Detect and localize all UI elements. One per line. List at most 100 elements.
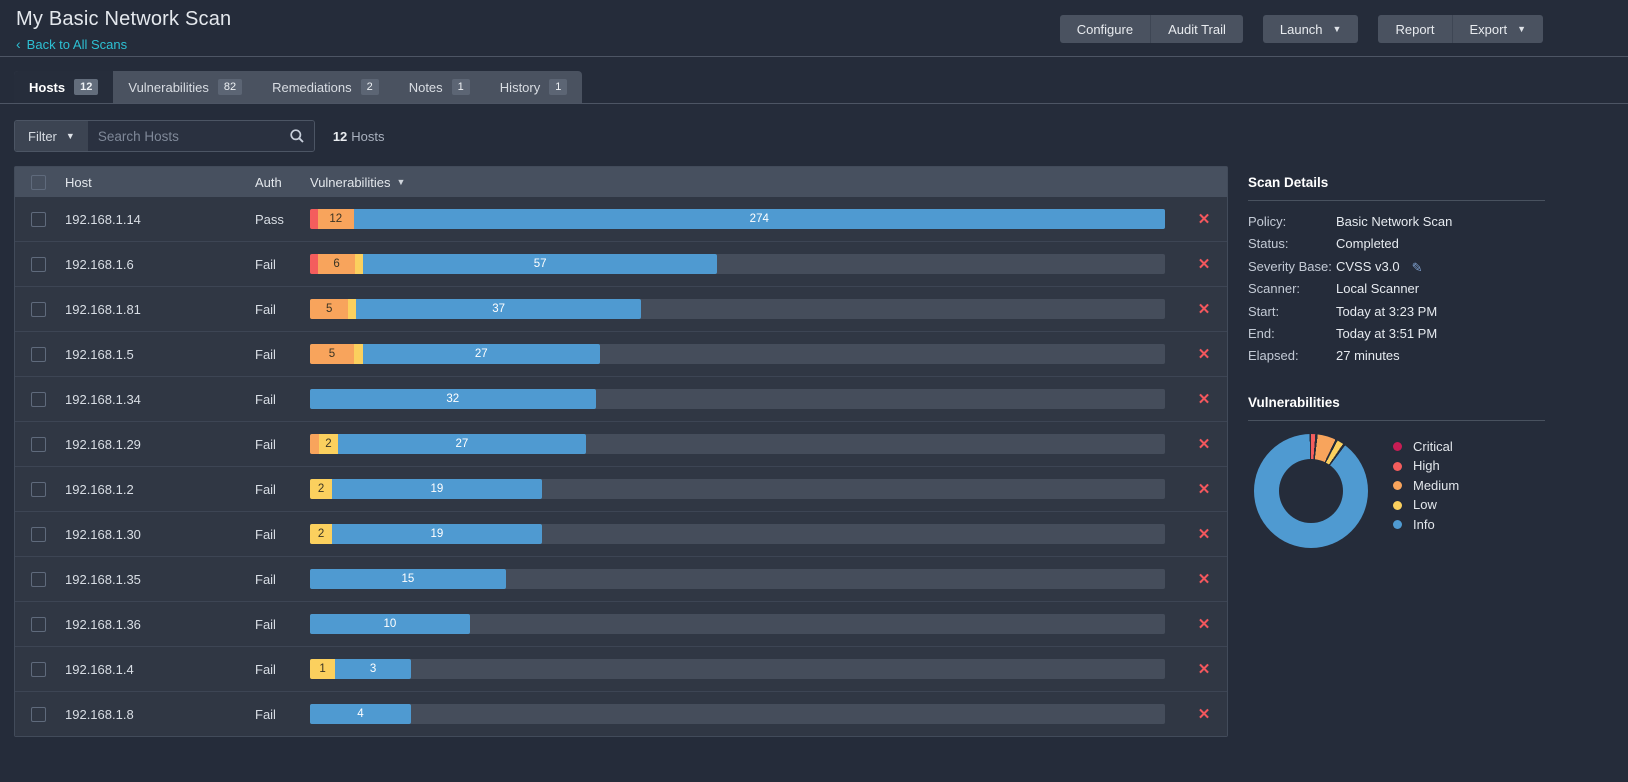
search-input[interactable] — [87, 128, 289, 144]
row-checkbox[interactable] — [31, 571, 46, 587]
delete-host-button[interactable]: ✕ — [1197, 705, 1211, 723]
back-to-all-scans-link[interactable]: ‹ Back to All Scans — [16, 37, 127, 52]
tab-label: History — [499, 79, 541, 95]
bar-segment-low — [353, 344, 363, 364]
vulnerability-bar[interactable]: 2 27 — [310, 434, 1165, 454]
table-row[interactable]: 192.168.1.36 Fail 10 ✕ — [15, 601, 1227, 646]
host-cell[interactable]: 192.168.1.14 — [65, 211, 141, 227]
host-cell[interactable]: 192.168.1.8 — [65, 706, 134, 722]
table-row[interactable]: 192.168.1.5 Fail 5 27 ✕ — [15, 331, 1227, 376]
vulnerability-bar[interactable]: 6 57 — [310, 254, 1165, 274]
delete-host-button[interactable]: ✕ — [1197, 345, 1211, 363]
chevron-down-icon: ▼ — [1332, 24, 1342, 34]
delete-host-button[interactable]: ✕ — [1197, 390, 1211, 408]
tab-remediations[interactable]: Remediations 2 — [257, 71, 394, 103]
auth-cell: Pass — [255, 211, 284, 227]
row-checkbox[interactable] — [31, 256, 46, 272]
vulnerability-bar[interactable]: 2 19 — [310, 479, 1165, 499]
row-checkbox[interactable] — [31, 436, 46, 452]
bar-segment-info: 19 — [332, 524, 542, 544]
vulnerability-bar[interactable]: 15 — [310, 569, 1165, 589]
detail-value: 27 minutes — [1336, 348, 1400, 364]
table-row[interactable]: 192.168.1.2 Fail 2 19 ✕ — [15, 466, 1227, 511]
table-row[interactable]: 192.168.1.30 Fail 2 19 ✕ — [15, 511, 1227, 556]
audit-trail-button[interactable]: Audit Trail — [1150, 15, 1243, 43]
tab-vulnerabilities[interactable]: Vulnerabilities 82 — [113, 71, 257, 103]
scan-detail-row: Scanner: Local Scanner — [1248, 278, 1545, 300]
details-sidebar: Scan Details Policy: Basic Network Scan St… — [1248, 166, 1545, 548]
host-cell[interactable]: 192.168.1.6 — [65, 256, 134, 272]
column-header-auth[interactable]: Auth — [255, 174, 282, 190]
tab-notes[interactable]: Notes 1 — [394, 71, 485, 103]
row-checkbox[interactable] — [31, 346, 46, 362]
header-actions: Configure Audit Trail Launch ▼ Report Ex… — [1059, 15, 1543, 43]
row-checkbox[interactable] — [31, 616, 46, 632]
vulnerability-bar-fill: 2 19 — [310, 479, 542, 499]
vulnerability-bar[interactable]: 10 — [310, 614, 1165, 634]
vulnerability-bar[interactable]: 2 19 — [310, 524, 1165, 544]
table-row[interactable]: 192.168.1.6 Fail 6 57 ✕ — [15, 241, 1227, 286]
row-checkbox[interactable] — [31, 301, 46, 317]
table-row[interactable]: 192.168.1.81 Fail 5 37 ✕ — [15, 286, 1227, 331]
host-cell[interactable]: 192.168.1.35 — [65, 571, 141, 587]
configure-button[interactable]: Configure — [1059, 15, 1151, 43]
table-row[interactable]: 192.168.1.14 Pass 12 274 ✕ — [15, 197, 1227, 241]
row-checkbox[interactable] — [31, 391, 46, 407]
delete-host-button[interactable]: ✕ — [1197, 525, 1211, 543]
table-row[interactable]: 192.168.1.8 Fail 4 ✕ — [15, 691, 1227, 736]
vulnerability-bar[interactable]: 5 37 — [310, 299, 1165, 319]
host-cell[interactable]: 192.168.1.2 — [65, 481, 134, 497]
edit-pencil-icon[interactable]: ✎ — [1411, 259, 1423, 275]
hosts-table: Host Auth Vulnerabilities ▼ 192.168.1.14… — [14, 166, 1228, 737]
delete-host-button[interactable]: ✕ — [1197, 255, 1211, 273]
scan-detail-row: Policy: Basic Network Scan — [1248, 211, 1545, 233]
legend-item-critical: Critical — [1393, 437, 1459, 457]
vulnerability-bar[interactable]: 32 — [310, 389, 1165, 409]
host-cell[interactable]: 192.168.1.36 — [65, 616, 141, 632]
auth-cell: Fail — [255, 301, 276, 317]
vulnerability-bar[interactable]: 12 274 — [310, 209, 1165, 229]
row-checkbox[interactable] — [31, 211, 46, 227]
row-checkbox[interactable] — [31, 661, 46, 677]
vulnerability-bar[interactable]: 5 27 — [310, 344, 1165, 364]
bar-segment-info: 27 — [362, 344, 600, 364]
host-cell[interactable]: 192.168.1.34 — [65, 391, 141, 407]
scan-detail-row: Status: Completed — [1248, 233, 1545, 255]
host-cell[interactable]: 192.168.1.4 — [65, 661, 134, 677]
delete-host-button[interactable]: ✕ — [1197, 615, 1211, 633]
column-header-vulnerabilities[interactable]: Vulnerabilities ▼ — [310, 174, 406, 190]
launch-button[interactable]: Launch ▼ — [1262, 15, 1359, 43]
delete-host-button[interactable]: ✕ — [1197, 480, 1211, 498]
table-row[interactable]: 192.168.1.29 Fail 2 27 ✕ — [15, 421, 1227, 466]
bar-segment-info: 37 — [356, 299, 641, 319]
bar-segment-high — [310, 254, 318, 274]
vulnerability-bar-fill: 4 — [310, 704, 411, 724]
delete-host-button[interactable]: ✕ — [1197, 210, 1211, 228]
table-row[interactable]: 192.168.1.4 Fail 1 3 ✕ — [15, 646, 1227, 691]
host-cell[interactable]: 192.168.1.5 — [65, 346, 134, 362]
delete-host-button[interactable]: ✕ — [1197, 660, 1211, 678]
select-all-checkbox[interactable] — [31, 174, 46, 190]
row-checkbox[interactable] — [31, 706, 46, 722]
row-checkbox[interactable] — [31, 481, 46, 497]
delete-host-button[interactable]: ✕ — [1197, 570, 1211, 588]
column-header-host[interactable]: Host — [65, 174, 92, 190]
delete-host-button[interactable]: ✕ — [1197, 300, 1211, 318]
delete-host-button[interactable]: ✕ — [1197, 435, 1211, 453]
table-row[interactable]: 192.168.1.35 Fail 15 ✕ — [15, 556, 1227, 601]
tab-history[interactable]: History 1 — [485, 71, 583, 103]
export-button[interactable]: Export ▼ — [1451, 15, 1543, 43]
host-cell[interactable]: 192.168.1.29 — [65, 436, 141, 452]
host-cell[interactable]: 192.168.1.30 — [65, 526, 141, 542]
table-row[interactable]: 192.168.1.34 Fail 32 ✕ — [15, 376, 1227, 421]
row-checkbox[interactable] — [31, 526, 46, 542]
filter-search-control: Filter ▼ — [14, 120, 315, 152]
filter-button[interactable]: Filter ▼ — [15, 121, 88, 151]
scan-detail-row: Elapsed: 27 minutes — [1248, 345, 1545, 367]
vulnerability-bar[interactable]: 4 — [310, 704, 1165, 724]
tab-hosts[interactable]: Hosts 12 — [14, 71, 114, 103]
report-button[interactable]: Report — [1378, 15, 1452, 43]
host-cell[interactable]: 192.168.1.81 — [65, 301, 141, 317]
